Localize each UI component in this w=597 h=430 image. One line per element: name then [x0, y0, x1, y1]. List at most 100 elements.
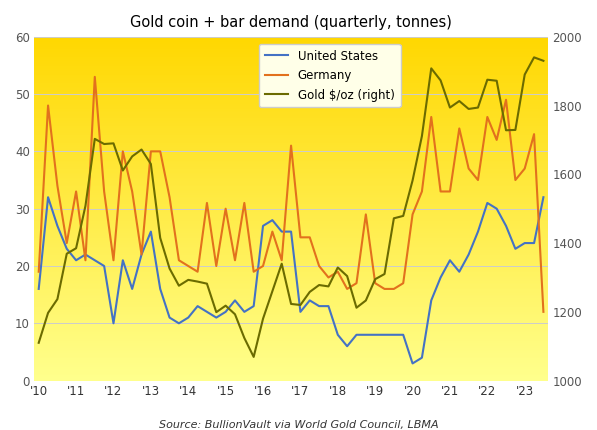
Bar: [34, 38, 548, 40]
Bar: [34, 227, 548, 229]
Bar: [34, 329, 548, 331]
Bar: [34, 224, 548, 226]
Bar: [34, 202, 548, 203]
Bar: [34, 348, 548, 350]
Bar: [34, 126, 548, 128]
Bar: [34, 186, 548, 188]
Bar: [34, 284, 548, 286]
Bar: [34, 117, 548, 119]
Bar: [34, 198, 548, 200]
Bar: [34, 135, 548, 136]
Bar: [34, 193, 548, 195]
Bar: [34, 169, 548, 171]
Bar: [34, 42, 548, 43]
Bar: [34, 217, 548, 219]
Bar: [34, 369, 548, 370]
Bar: [34, 37, 548, 38]
Bar: [34, 176, 548, 178]
Bar: [34, 240, 548, 241]
Bar: [34, 338, 548, 339]
Bar: [34, 150, 548, 152]
Bar: [34, 291, 548, 293]
Bar: [34, 50, 548, 52]
Bar: [34, 131, 548, 133]
Legend: United States, Germany, Gold $/oz (right): United States, Germany, Gold $/oz (right…: [259, 44, 401, 108]
Bar: [34, 81, 548, 83]
Bar: [34, 112, 548, 114]
Bar: [34, 154, 548, 155]
Bar: [34, 167, 548, 169]
Bar: [34, 210, 548, 212]
Bar: [34, 257, 548, 258]
Bar: [34, 303, 548, 305]
Bar: [34, 269, 548, 270]
Bar: [34, 191, 548, 193]
Bar: [34, 370, 548, 372]
Bar: [34, 188, 548, 190]
Bar: [34, 214, 548, 215]
Bar: [34, 379, 548, 381]
Bar: [34, 98, 548, 100]
Bar: [34, 59, 548, 61]
Bar: [34, 324, 548, 326]
Bar: [34, 159, 548, 160]
Bar: [34, 245, 548, 246]
Bar: [34, 326, 548, 327]
Bar: [34, 174, 548, 176]
Bar: [34, 339, 548, 341]
Bar: [34, 276, 548, 277]
Bar: [34, 367, 548, 369]
Bar: [34, 300, 548, 301]
Bar: [34, 353, 548, 355]
Bar: [34, 47, 548, 49]
Bar: [34, 283, 548, 284]
Bar: [34, 157, 548, 159]
Bar: [34, 100, 548, 102]
Bar: [34, 307, 548, 308]
Bar: [34, 80, 548, 81]
Bar: [34, 289, 548, 291]
Bar: [34, 377, 548, 379]
Bar: [34, 68, 548, 69]
Bar: [34, 375, 548, 377]
Bar: [34, 160, 548, 162]
Bar: [34, 136, 548, 138]
Bar: [34, 374, 548, 375]
Bar: [34, 241, 548, 243]
Bar: [34, 181, 548, 183]
Bar: [34, 344, 548, 346]
Bar: [34, 143, 548, 145]
Bar: [34, 119, 548, 121]
Bar: [34, 310, 548, 312]
Bar: [34, 71, 548, 73]
Bar: [34, 40, 548, 42]
Bar: [34, 267, 548, 269]
Bar: [34, 88, 548, 90]
Bar: [34, 212, 548, 214]
Bar: [34, 195, 548, 197]
Bar: [34, 226, 548, 227]
Bar: [34, 124, 548, 126]
Bar: [34, 86, 548, 88]
Bar: [34, 308, 548, 310]
Bar: [34, 253, 548, 255]
Bar: [34, 178, 548, 179]
Bar: [34, 164, 548, 166]
Bar: [34, 105, 548, 107]
Bar: [34, 97, 548, 98]
Bar: [34, 315, 548, 317]
Bar: [34, 362, 548, 363]
Title: Gold coin + bar demand (quarterly, tonnes): Gold coin + bar demand (quarterly, tonne…: [130, 15, 452, 30]
Bar: [34, 209, 548, 210]
Bar: [34, 281, 548, 283]
Bar: [34, 219, 548, 221]
Bar: [34, 123, 548, 124]
Bar: [34, 363, 548, 365]
Bar: [34, 64, 548, 66]
Bar: [34, 298, 548, 300]
Bar: [34, 305, 548, 307]
Bar: [34, 358, 548, 360]
Bar: [34, 301, 548, 303]
Bar: [34, 166, 548, 167]
Bar: [34, 334, 548, 336]
